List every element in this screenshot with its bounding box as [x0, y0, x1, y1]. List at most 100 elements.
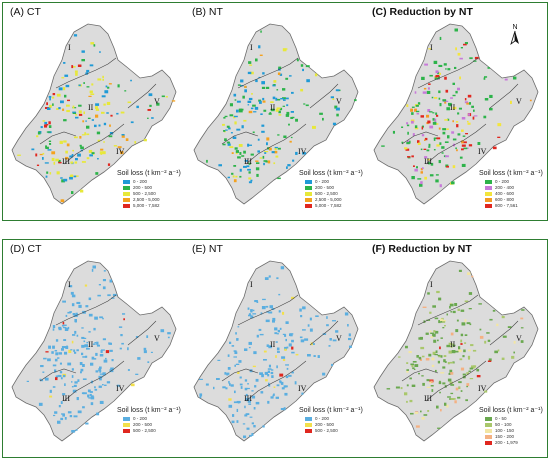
map-legend: Soil loss (t km⁻² a⁻¹) 0 - 50 50 - 100 100 …	[479, 406, 550, 446]
legend-label: 500 - 2,500	[315, 428, 338, 433]
legend-swatch	[485, 441, 492, 445]
legend-item: 0 - 200	[123, 416, 197, 422]
region-label-II: II	[450, 103, 456, 112]
panel-title: (B) NT	[192, 6, 223, 18]
legend-item: 2,500 - 5,000	[123, 197, 197, 203]
legend-item: 50 - 100	[485, 422, 550, 428]
region-label-V: V	[154, 334, 160, 343]
legend-swatch	[485, 429, 492, 433]
legend-label: 5,000 - 7,582	[133, 203, 160, 208]
map-legend: Soil loss (t km⁻² a⁻¹) 0 - 200 200 - 500 50…	[299, 169, 379, 209]
region-boundary	[309, 83, 339, 109]
legend-item: 400 - 600	[485, 191, 550, 197]
panel-title: (C) Reduction by NT	[372, 6, 473, 18]
region-label-II: II	[88, 103, 94, 112]
region-boundary	[401, 368, 439, 382]
legend-item: 5,000 - 7,582	[123, 203, 197, 209]
legend-label: 200 - 400	[495, 185, 515, 190]
legend-label: 0 - 200	[133, 179, 148, 184]
region-label-I: I	[430, 280, 433, 289]
region-label-I: I	[430, 43, 433, 52]
legend-item: 150 - 200	[485, 434, 550, 440]
region-boundary	[39, 368, 77, 382]
legend-swatch	[123, 429, 130, 433]
region-boundary	[489, 320, 519, 346]
panel-title: (E) NT	[192, 243, 223, 255]
region-label-V: V	[516, 334, 522, 343]
region-boundary	[245, 360, 307, 402]
region-boundary	[245, 123, 307, 165]
region-label-I: I	[68, 43, 71, 52]
region-label-II: II	[270, 340, 276, 349]
legend-item: 200 - 400	[485, 185, 550, 191]
legend-swatch	[305, 429, 312, 433]
north-arrow-icon: N	[510, 24, 519, 46]
legend-swatch	[123, 186, 130, 190]
region-label-II: II	[450, 340, 456, 349]
legend-swatch	[485, 423, 492, 427]
legend-item: 500 - 2,500	[123, 191, 197, 197]
legend-label: 200 - 500	[133, 422, 153, 427]
legend-item: 2,500 - 5,000	[305, 197, 379, 203]
land-area	[373, 23, 539, 205]
map-panel-6: I II III IV V (F) Reduction by NT Soil loss (t…	[366, 241, 546, 446]
soil-loss-pixels	[381, 28, 532, 188]
legend-swatch	[485, 180, 492, 184]
legend-swatch	[305, 417, 312, 421]
legend-title: Soil loss (t km⁻² a⁻¹)	[479, 170, 543, 177]
legend-swatch	[485, 192, 492, 196]
region-label-V: V	[154, 97, 160, 106]
soil-loss-pixels	[199, 266, 352, 439]
region-label-I: I	[68, 280, 71, 289]
map-legend: Soil loss (t km⁻² a⁻¹) 0 - 200 200 - 500 50…	[299, 406, 379, 434]
legend-label: 500 - 2,500	[315, 191, 338, 196]
soil-loss-pixels	[17, 34, 176, 203]
legend-label: 600 - 800	[495, 197, 515, 202]
region-label-IV: IV	[116, 384, 125, 393]
region-label-V: V	[516, 97, 522, 106]
legend-label: 500 - 2,500	[133, 428, 156, 433]
legend-item: 0 - 200	[485, 179, 550, 185]
legend-swatch	[123, 198, 130, 202]
region-label-II: II	[88, 340, 94, 349]
legend-label: 0 - 200	[315, 179, 330, 184]
region-label-IV: IV	[298, 384, 307, 393]
legend-item: 0 - 200	[123, 179, 197, 185]
region-boundary	[55, 57, 117, 89]
map-legend: Soil loss (t km⁻² a⁻¹) 0 - 200 200 - 400 40…	[479, 169, 550, 209]
legend-item: 200 - 500	[123, 422, 197, 428]
map-panel-1: I II III IV V (A) CT Soil loss (t km⁻² a⁻¹) 0 -…	[4, 4, 184, 209]
map-panel-2: I II III IV V (B) NT Soil loss (t km⁻² a⁻¹) 0 -…	[186, 4, 366, 209]
legend-item: 600 - 800	[485, 197, 550, 203]
panel-title: (F) Reduction by NT	[372, 243, 472, 255]
legend-label: 200 - 500	[315, 422, 335, 427]
region-label-III: III	[424, 157, 432, 166]
region-boundary	[425, 123, 487, 165]
legend-title: Soil loss (t km⁻² a⁻¹)	[299, 170, 363, 177]
region-label-V: V	[336, 334, 342, 343]
legend-label: 0 - 50	[495, 416, 507, 421]
legend-swatch	[305, 198, 312, 202]
legend-item: 500 - 2,500	[305, 428, 379, 434]
region-label-IV: IV	[478, 147, 487, 156]
region-boundary	[237, 57, 299, 89]
legend-label: 5,000 - 7,582	[315, 203, 342, 208]
legend-item: 100 - 150	[485, 428, 550, 434]
legend-swatch	[123, 423, 130, 427]
legend-label: 400 - 600	[495, 191, 515, 196]
legend-label: 200 - 500	[133, 185, 153, 190]
region-boundary	[417, 57, 479, 89]
legend-title: Soil loss (t km⁻² a⁻¹)	[117, 407, 181, 414]
region-boundary	[63, 123, 125, 165]
map-panel-4: I II III IV V (D) CT Soil loss (t km⁻² a⁻¹) 0 -…	[4, 241, 184, 446]
legend-item: 800 - 7,561	[485, 203, 550, 209]
region-label-III: III	[62, 157, 70, 166]
legend-title: Soil loss (t km⁻² a⁻¹)	[299, 407, 363, 414]
legend-label: 800 - 7,561	[495, 203, 518, 208]
legend-swatch	[305, 180, 312, 184]
north-arrow: N	[507, 22, 523, 48]
region-label-II: II	[270, 103, 276, 112]
